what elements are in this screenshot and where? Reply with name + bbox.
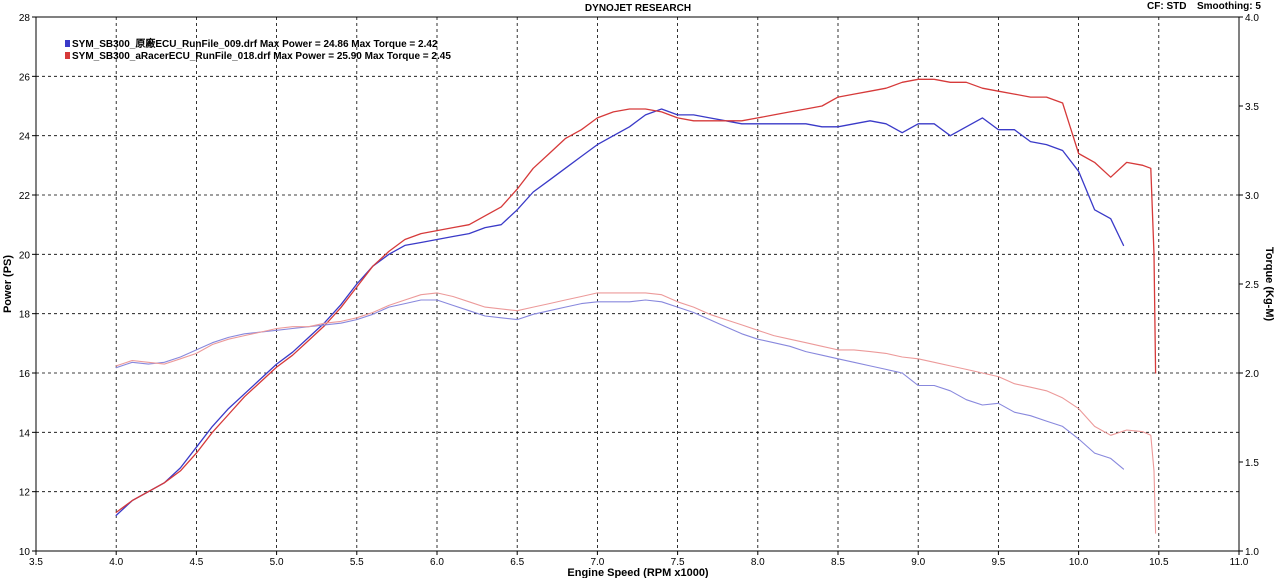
y-tick-label: 16 <box>19 369 31 380</box>
legend-entry-stock: SYM_SB300_原廠ECU_RunFile_009.drf Max Powe… <box>72 37 438 50</box>
x-tick-label: 8.0 <box>751 557 765 568</box>
series-group <box>115 78 1157 534</box>
plot-area <box>35 16 1240 552</box>
y-tick-label: 18 <box>19 310 31 321</box>
y-tick-label: 20 <box>19 250 31 261</box>
x-tick-label: 6.5 <box>510 557 524 568</box>
y-axis-title: Power (PS) <box>2 255 14 313</box>
x-tick-label: 9.0 <box>911 557 925 568</box>
y2-tick-label: 2.5 <box>1245 280 1259 291</box>
grid <box>36 17 1239 551</box>
y2-tick-label: 4.0 <box>1245 13 1259 24</box>
smoothing-label: Smoothing: 5 <box>1197 1 1261 12</box>
torque-line-stock <box>115 299 1125 470</box>
legend-entry-aracer: SYM_SB300_aRacerECU_RunFile_018.drf Max … <box>72 51 451 62</box>
legend-swatch-stock <box>65 40 70 47</box>
y-tick-label: 24 <box>19 132 31 143</box>
torque-line-aracer <box>115 292 1157 534</box>
x-tick-label: 4.5 <box>189 557 203 568</box>
legend: SYM_SB300_原廠ECU_RunFile_009.drf Max Powe… <box>65 37 451 62</box>
x-tick-label: 10.5 <box>1149 557 1169 568</box>
y2-tick-label: 1.0 <box>1245 547 1259 558</box>
x-tick-label: 9.5 <box>991 557 1005 568</box>
x-tick-label: 7.5 <box>671 557 685 568</box>
x-tick-label: 6.0 <box>430 557 444 568</box>
power-line-stock <box>115 108 1125 517</box>
x-axis-title: Engine Speed (RPM x1000) <box>567 567 709 578</box>
x-tick-label: 10.0 <box>1069 557 1089 568</box>
tick-labels: 3.5 4.0 4.5 5.0 5.5 6.0 6.5 7.0 7.5 8.0 8.5 9.0 9.5 1… <box>19 13 1259 568</box>
x-tick-label: 11.0 <box>1230 557 1249 568</box>
y2-tick-label: 3.0 <box>1245 191 1259 202</box>
y-tick-label: 22 <box>19 191 31 202</box>
y2-axis-title: Torque (Kg-M) <box>1263 247 1275 322</box>
x-tick-label: 3.5 <box>29 557 43 568</box>
y-tick-label: 12 <box>19 488 31 499</box>
y-tick-label: 10 <box>19 547 31 558</box>
power-line-aracer <box>115 78 1157 514</box>
x-tick-label: 5.0 <box>270 557 284 568</box>
x-tick-label: 4.0 <box>109 557 123 568</box>
y-tick-label: 28 <box>19 13 31 24</box>
x-tick-label: 5.5 <box>350 557 364 568</box>
chart-title: DYNOJET RESEARCH <box>585 3 691 14</box>
y2-tick-label: 1.5 <box>1245 458 1259 469</box>
correction-factor: CF: STD <box>1147 1 1186 12</box>
y-tick-label: 26 <box>19 72 31 83</box>
y-tick-label: 14 <box>19 428 31 439</box>
x-tick-label: 8.5 <box>831 557 845 568</box>
legend-swatch-aracer <box>65 52 70 59</box>
y2-tick-label: 3.5 <box>1245 102 1259 113</box>
y2-tick-label: 2.0 <box>1245 369 1259 380</box>
x-tick-label: 7.0 <box>590 557 604 568</box>
